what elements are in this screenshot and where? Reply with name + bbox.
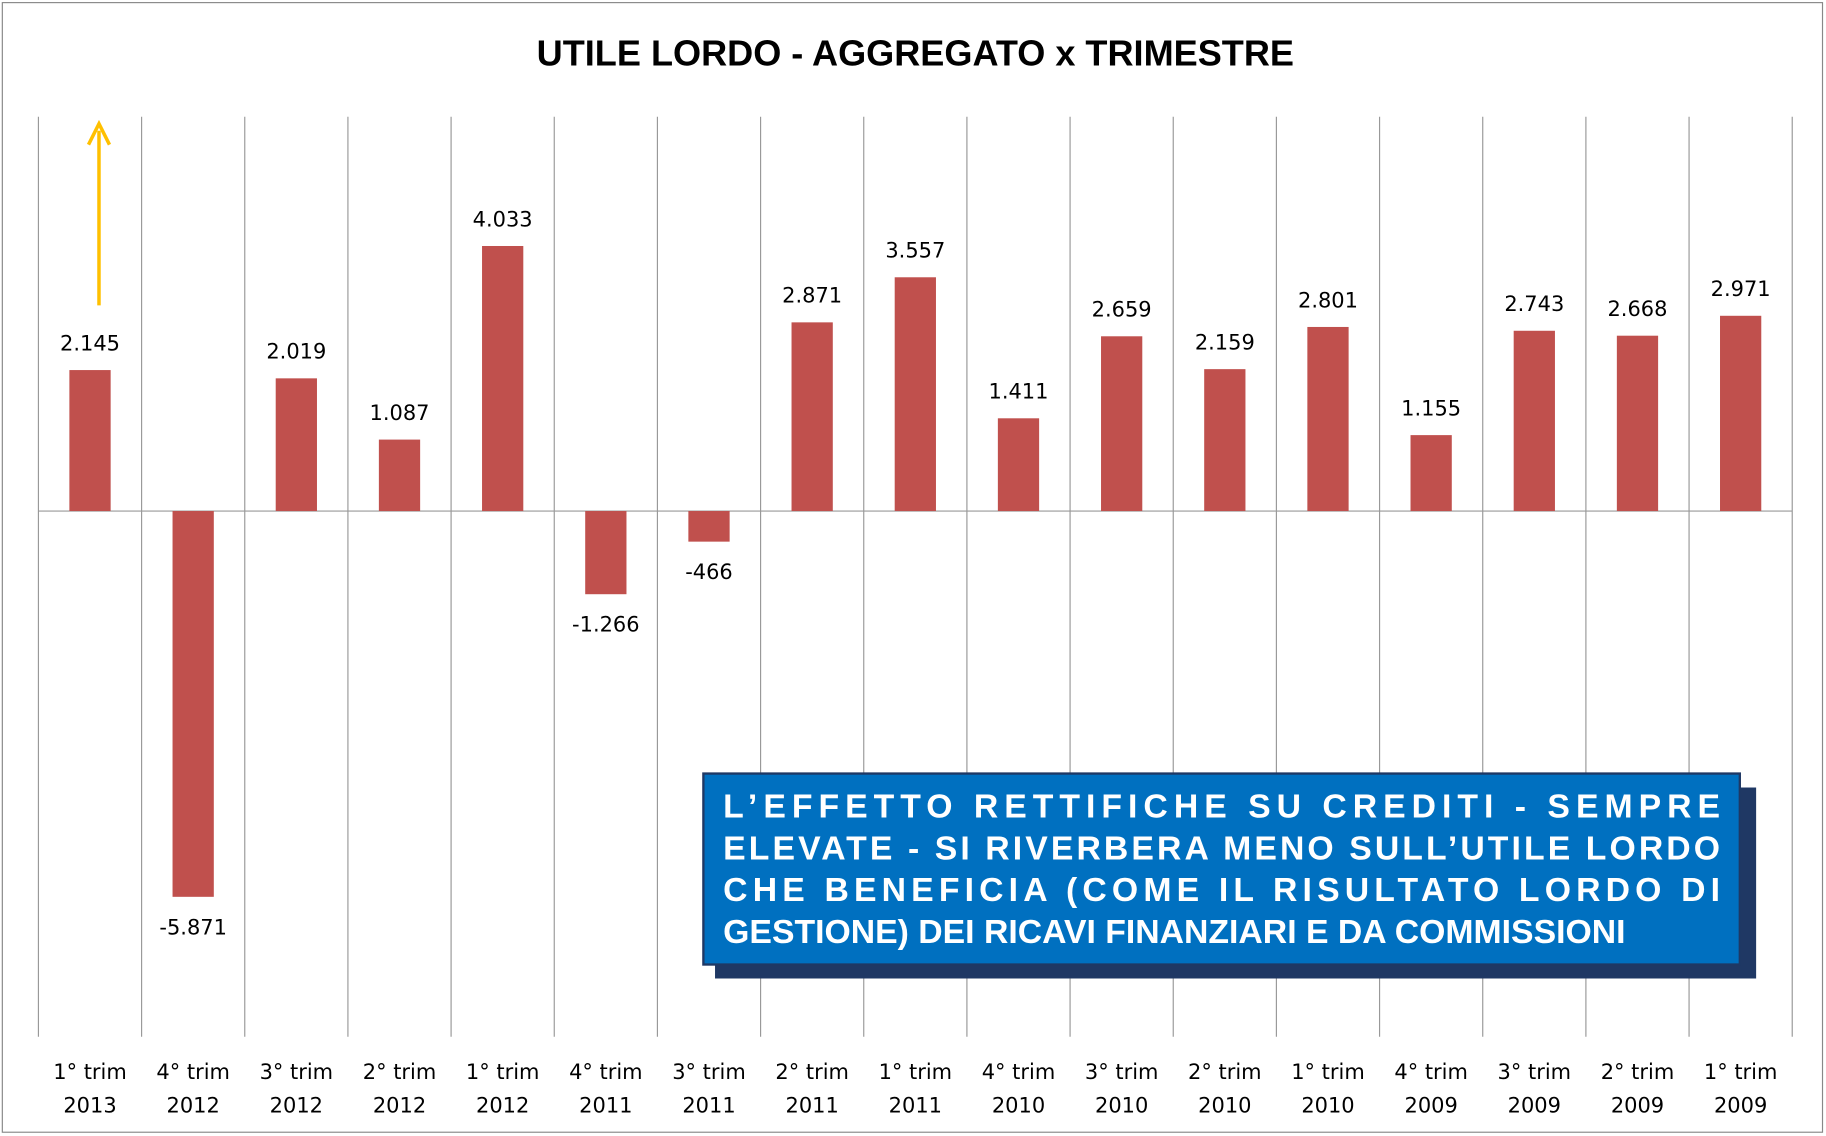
bar	[1513, 330, 1555, 512]
data-label: 1.087	[370, 401, 430, 425]
x-tick-label: 4° trim	[1394, 1060, 1468, 1084]
x-tick-label: 2013	[63, 1094, 116, 1118]
x-tick-label: 2° trim	[1188, 1060, 1262, 1084]
bar	[1616, 335, 1659, 512]
x-tick-label: 4° trim	[156, 1060, 230, 1084]
x-tick-label: 1° trim	[1704, 1060, 1778, 1084]
x-tick-label: 3° trim	[672, 1060, 746, 1084]
bar	[1101, 336, 1143, 512]
x-tick-label: 2011	[786, 1094, 839, 1118]
data-label: -466	[685, 560, 733, 584]
data-label: 2.971	[1711, 277, 1771, 301]
x-tick-label: 2012	[270, 1094, 323, 1118]
plot-area: 2.145 1° trim 2013 -5.871 4° trim 2012 2.019 3°…	[37, 116, 1793, 1118]
data-label: 3.557	[885, 239, 945, 263]
x-tick-label: 2012	[476, 1094, 529, 1118]
bar	[275, 378, 317, 512]
data-label: -1.266	[572, 613, 640, 637]
bar	[1204, 369, 1246, 512]
x-tick-label: 1° trim	[1291, 1060, 1365, 1084]
data-label: 2.145	[60, 331, 120, 355]
x-tick-label: 1° trim	[466, 1060, 540, 1084]
x-tick-label: 2010	[1095, 1094, 1148, 1118]
bar	[791, 322, 833, 512]
data-label: -5.871	[159, 915, 227, 939]
bar	[997, 418, 1040, 512]
data-label: 1.155	[1401, 397, 1461, 421]
x-tick-label: 2009	[1404, 1094, 1457, 1118]
data-label: 2.659	[1092, 298, 1152, 322]
x-tick-label: 2° trim	[363, 1060, 437, 1084]
data-label: 4.033	[473, 207, 533, 231]
x-tick-label: 2009	[1611, 1094, 1664, 1118]
x-tick-label: 4° trim	[569, 1060, 643, 1084]
data-label: 2.019	[266, 340, 326, 364]
x-tick-label: 3° trim	[1085, 1060, 1159, 1084]
data-label: 2.668	[1607, 297, 1667, 321]
x-tick-label: 2010	[1301, 1094, 1354, 1118]
x-tick-label: 4° trim	[982, 1060, 1056, 1084]
annotation-line: CHE BENEFICIA (COME IL RISULTATO LORDO D…	[723, 871, 1720, 909]
x-tick-label: 2011	[579, 1094, 632, 1118]
annotation-box	[702, 772, 1741, 966]
annotation-line: GESTIONE) DEI RICAVI FINANZIARI E DA COM…	[723, 913, 1625, 951]
x-tick-label: 2012	[373, 1094, 426, 1118]
bar	[1307, 326, 1349, 512]
annotation-line: L’EFFETTO RETTIFICHE SU CREDITI - SEMPRE	[723, 787, 1720, 825]
bar	[688, 511, 730, 542]
bar	[1410, 435, 1452, 512]
data-label: 2.159	[1195, 331, 1255, 355]
data-label: 2.801	[1298, 288, 1358, 312]
x-tick-label: 2° trim	[1601, 1060, 1675, 1084]
data-label: 1.411	[988, 380, 1048, 404]
data-label: 2.743	[1504, 292, 1564, 316]
x-tick-label: 2012	[167, 1094, 220, 1118]
bar	[482, 245, 524, 512]
bar	[69, 370, 111, 512]
bar	[585, 511, 627, 595]
x-tick-label: 1° trim	[879, 1060, 953, 1084]
x-tick-label: 2011	[682, 1094, 735, 1118]
data-label: 2.871	[782, 284, 842, 308]
bar	[1720, 315, 1762, 512]
x-tick-label: 2010	[1198, 1094, 1251, 1118]
x-tick-label: 2010	[992, 1094, 1045, 1118]
x-tick-label: 3° trim	[260, 1060, 334, 1084]
x-tick-label: 2009	[1508, 1094, 1561, 1118]
x-tick-label: 2009	[1714, 1094, 1767, 1118]
bar	[172, 511, 214, 897]
x-tick-label: 3° trim	[1498, 1060, 1572, 1084]
x-tick-label: 2011	[889, 1094, 942, 1118]
chart-title: UTILE LORDO - AGGREGATO x TRIMESTRE	[537, 33, 1294, 74]
x-tick-label: 2° trim	[775, 1060, 849, 1084]
bar	[378, 439, 421, 512]
x-tick-label: 1° trim	[53, 1060, 127, 1084]
bar	[894, 277, 936, 512]
arrow-head	[86, 119, 112, 146]
